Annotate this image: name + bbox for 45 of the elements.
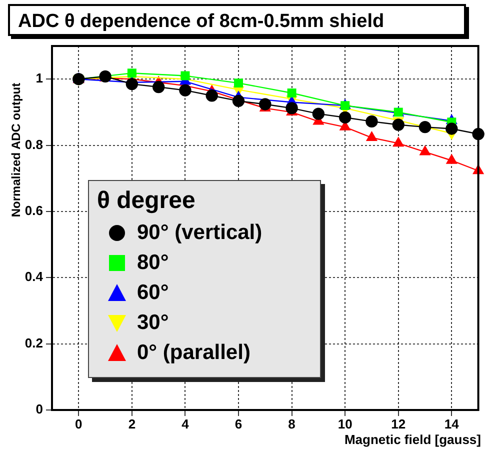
- y-tick-label: 0.6: [24, 203, 43, 218]
- legend-label: 90° (vertical): [137, 221, 262, 245]
- x-tick-label: 2: [128, 416, 136, 432]
- point: [127, 68, 136, 78]
- point: [340, 101, 350, 110]
- legend-label: 0° (parallel): [137, 341, 250, 365]
- x-tick-label: 10: [338, 416, 352, 432]
- point: [392, 118, 404, 131]
- point: [366, 115, 378, 128]
- y-tick-label: 0.2: [24, 335, 43, 350]
- point: [338, 111, 352, 124]
- point: [393, 137, 404, 147]
- x-tick-label: 6: [234, 416, 242, 432]
- x-tick-label: 14: [444, 416, 460, 432]
- x-tick-label: 0: [75, 416, 82, 432]
- y-tick-label: 0.4: [24, 269, 44, 284]
- x-tick-label: 12: [391, 416, 406, 432]
- legend-label: 30°: [137, 311, 169, 335]
- point: [286, 102, 298, 114]
- legend-label: 60°: [137, 281, 169, 305]
- point: [418, 120, 432, 134]
- point: [287, 88, 296, 98]
- point: [126, 78, 138, 90]
- point: [234, 78, 243, 88]
- y-tick-label: 0: [36, 402, 43, 417]
- point: [420, 146, 430, 156]
- point: [232, 94, 245, 108]
- legend-label: 80°: [137, 251, 169, 275]
- y-axis-title: Normalized ADC output: [9, 82, 23, 218]
- x-tick-label: 8: [288, 416, 296, 432]
- point: [312, 108, 325, 120]
- point: [259, 98, 272, 110]
- point: [152, 80, 165, 94]
- x-tick-label: 4: [182, 416, 190, 432]
- chart-title: ADC θ dependence of 8cm-0.5mm shield: [8, 4, 466, 36]
- point: [366, 132, 378, 142]
- point: [446, 122, 458, 135]
- y-tick-label: 0.8: [24, 136, 43, 152]
- legend-title: θ degree: [97, 187, 196, 215]
- y-tick-label: 1: [36, 70, 43, 86]
- point: [206, 90, 218, 102]
- point: [179, 84, 192, 96]
- point: [446, 154, 458, 164]
- x-axis-title: Magnetic field [gauss]: [344, 432, 481, 447]
- point: [180, 71, 190, 80]
